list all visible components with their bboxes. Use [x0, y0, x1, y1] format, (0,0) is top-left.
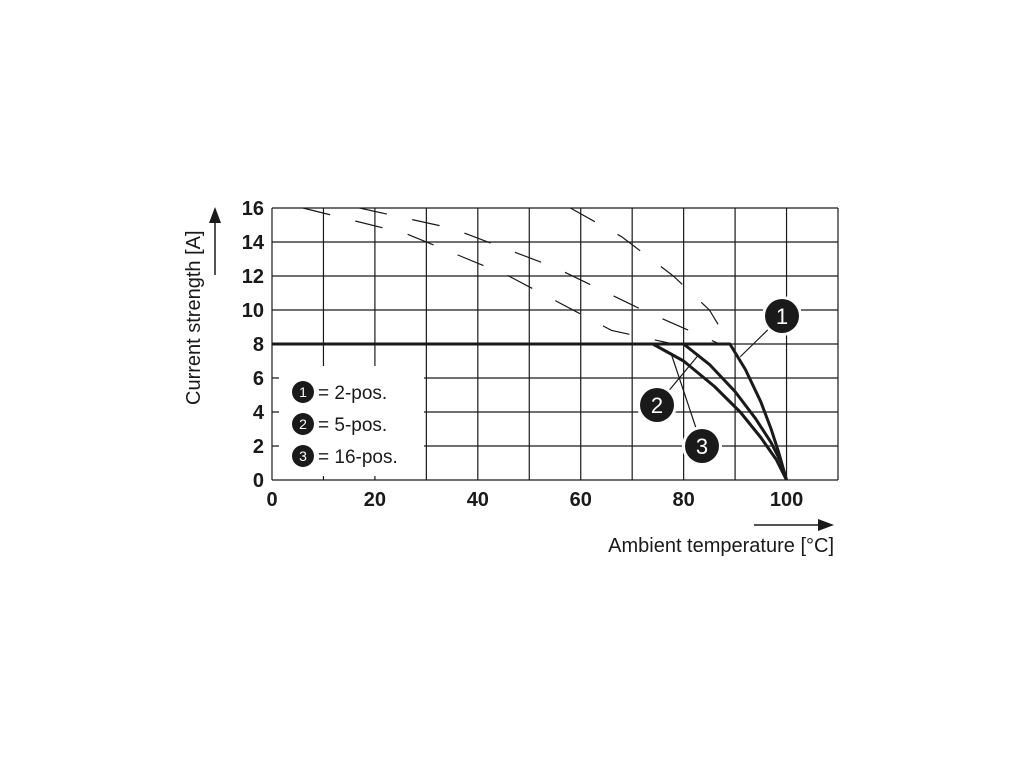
dashed-series-group — [302, 207, 731, 345]
series-line-3 — [272, 342, 788, 481]
callout-badge-3 — [685, 429, 719, 463]
callout-number-1: 1 — [776, 304, 788, 329]
x-axis-label: Ambient temperature [°C] — [608, 535, 834, 557]
solid-series-group — [272, 342, 788, 481]
series-line-dashed-4 — [302, 207, 674, 345]
x-tick-label: 40 — [467, 489, 489, 511]
callout-2: 2 — [637, 353, 700, 425]
callout-badge-1 — [765, 299, 799, 333]
legend-marker-number: 1 — [299, 384, 307, 400]
x-tick-label: 60 — [570, 489, 592, 511]
x-tick-label: 0 — [266, 489, 277, 511]
y-axis-arrow — [209, 207, 221, 275]
legend-marker-number: 3 — [299, 448, 307, 464]
callout-3: 3 — [670, 352, 722, 466]
x-axis-arrow — [754, 519, 834, 531]
series-line-dashed-5 — [359, 207, 720, 345]
y-axis-label: Current strength [A] — [183, 230, 205, 405]
y-tick-label: 14 — [242, 232, 265, 254]
x-tick-label: 100 — [770, 489, 803, 511]
y-tick-label: 2 — [253, 436, 264, 458]
legend-marker-3 — [292, 445, 314, 467]
legend: 1 = 2-pos. 2 = 5-pos. 3 = 16-pos. — [279, 366, 424, 476]
series-line-2 — [272, 342, 788, 481]
series-line-1 — [272, 342, 788, 481]
legend-marker-number: 2 — [299, 416, 307, 432]
y-tick-label: 4 — [253, 402, 265, 424]
series-line-dashed-6 — [570, 207, 731, 345]
y-tick-label: 12 — [242, 266, 264, 288]
callouts: 1 2 3 — [637, 296, 802, 466]
legend-entry-text: = 16-pos. — [318, 447, 398, 468]
y-tick-label: 0 — [253, 470, 264, 492]
legend-entry-text: = 2-pos. — [318, 383, 387, 404]
legend-entry-text: = 5-pos. — [318, 415, 387, 436]
x-tick-labels: 0 20 40 60 80 100 — [266, 489, 803, 511]
callout-badge-2 — [640, 388, 674, 422]
legend-marker-1 — [292, 381, 314, 403]
y-tick-label: 8 — [253, 334, 264, 356]
callout-number-3: 3 — [696, 434, 708, 459]
y-tick-label: 10 — [242, 300, 264, 322]
x-tick-label: 20 — [364, 489, 386, 511]
x-tick-label: 80 — [673, 489, 695, 511]
y-tick-label: 16 — [242, 198, 264, 220]
callout-number-2: 2 — [651, 393, 663, 418]
y-tick-labels: 0 2 4 6 8 10 12 14 16 — [242, 198, 265, 492]
legend-marker-2 — [292, 413, 314, 435]
y-tick-label: 6 — [253, 368, 264, 390]
callout-1: 1 — [739, 296, 802, 358]
